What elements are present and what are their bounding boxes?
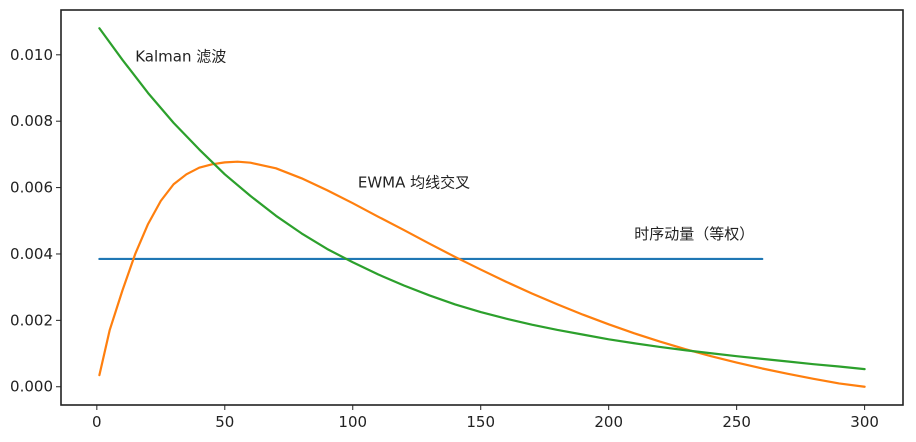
annotation-label: 时序动量（等权）: [634, 225, 754, 243]
y-tick-label: 0.002: [10, 311, 53, 329]
x-tick-label: 0: [92, 413, 102, 431]
x-tick-label: 100: [338, 413, 367, 431]
y-tick-label: 0.006: [10, 179, 53, 197]
x-tick-label: 200: [594, 413, 623, 431]
y-axis-ticks: 0.000 0.002 0.004 0.006 0.008 0.010: [10, 46, 61, 396]
y-tick-label: 0.008: [10, 112, 53, 130]
series-line-1: [98, 160, 866, 388]
x-tick-label: 300: [850, 413, 879, 431]
series-layer: [98, 27, 866, 388]
annotation-label: Kalman 滤波: [135, 47, 226, 65]
x-axis-ticks: 0 50 100 150 200 250 300: [92, 405, 879, 431]
series-line-2: [98, 27, 866, 371]
x-tick-label: 150: [466, 413, 495, 431]
y-tick-label: 0.010: [10, 46, 53, 64]
x-tick-label: 250: [722, 413, 751, 431]
plot-area-frame: [60, 9, 904, 406]
y-tick-label: 0.000: [10, 378, 53, 396]
y-tick-label: 0.004: [10, 245, 53, 263]
x-tick-label: 50: [215, 413, 234, 431]
annotation-label: EWMA 均线交叉: [358, 174, 470, 192]
